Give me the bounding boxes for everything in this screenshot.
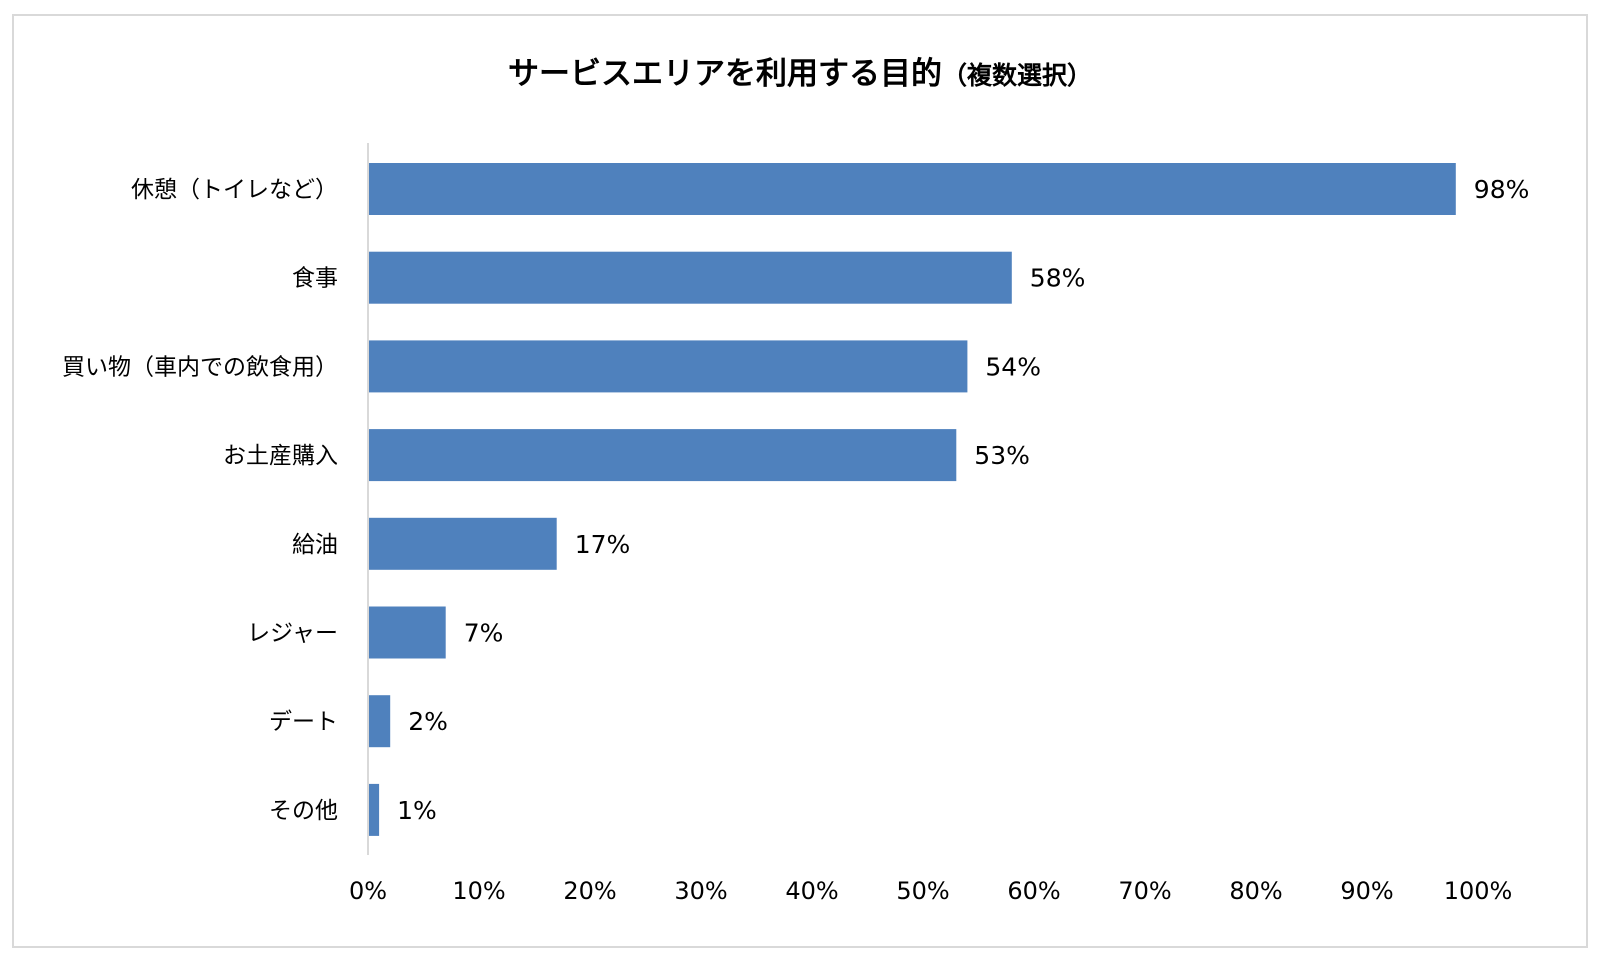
value-label: 7% xyxy=(464,619,504,648)
x-tick-label: 0% xyxy=(349,877,387,905)
value-label: 98% xyxy=(1474,175,1530,204)
x-tick-label: 60% xyxy=(1007,877,1060,905)
x-tick-label: 80% xyxy=(1229,877,1282,905)
bar-7 xyxy=(369,695,391,748)
x-tick-label: 40% xyxy=(785,877,838,905)
x-tick-label: 20% xyxy=(563,877,616,905)
category-label: 給油 xyxy=(292,532,338,558)
bar-4 xyxy=(369,429,957,482)
x-tick-labels-group: 0% 10% 20% 30% 40% 50% 60% 70% 80% 90% 100% xyxy=(349,877,1512,905)
category-label: 休憩（トイレなど） xyxy=(131,177,338,203)
x-tick-label: 50% xyxy=(896,877,949,905)
value-label: 53% xyxy=(974,441,1030,470)
category-label: レジャー xyxy=(247,621,338,647)
bar-2 xyxy=(369,251,1012,304)
bar-3 xyxy=(369,340,968,393)
category-label: その他 xyxy=(269,798,338,824)
category-label: 食事 xyxy=(292,266,338,292)
category-label: デート xyxy=(269,709,338,735)
x-tick-label: 90% xyxy=(1340,877,1393,905)
bar-5 xyxy=(369,517,557,570)
chart-title: サービスエリアを利用する目的（複数選択） xyxy=(0,48,1600,93)
value-label: 2% xyxy=(408,707,448,736)
x-tick-label: 30% xyxy=(674,877,727,905)
bar-6 xyxy=(369,606,446,659)
bar-8 xyxy=(369,783,380,836)
x-tick-label: 10% xyxy=(452,877,505,905)
category-label: お土産購入 xyxy=(223,443,338,469)
value-label: 17% xyxy=(575,530,631,559)
value-label: 58% xyxy=(1030,264,1086,293)
bars-group xyxy=(369,163,1456,836)
bar-1 xyxy=(369,163,1456,215)
x-tick-label: 100% xyxy=(1444,877,1513,905)
x-tick-label: 70% xyxy=(1118,877,1171,905)
value-label: 1% xyxy=(397,796,437,825)
chart-title-subtitle: （複数選択） xyxy=(941,61,1092,90)
value-labels-group: 98% 58% 54% 53% 17% 7% 2% 1% xyxy=(397,175,1529,825)
value-label: 54% xyxy=(985,352,1041,381)
chart-title-main: サービスエリアを利用する目的 xyxy=(507,56,942,92)
category-label: 買い物（車内での飲食用） xyxy=(62,354,338,380)
